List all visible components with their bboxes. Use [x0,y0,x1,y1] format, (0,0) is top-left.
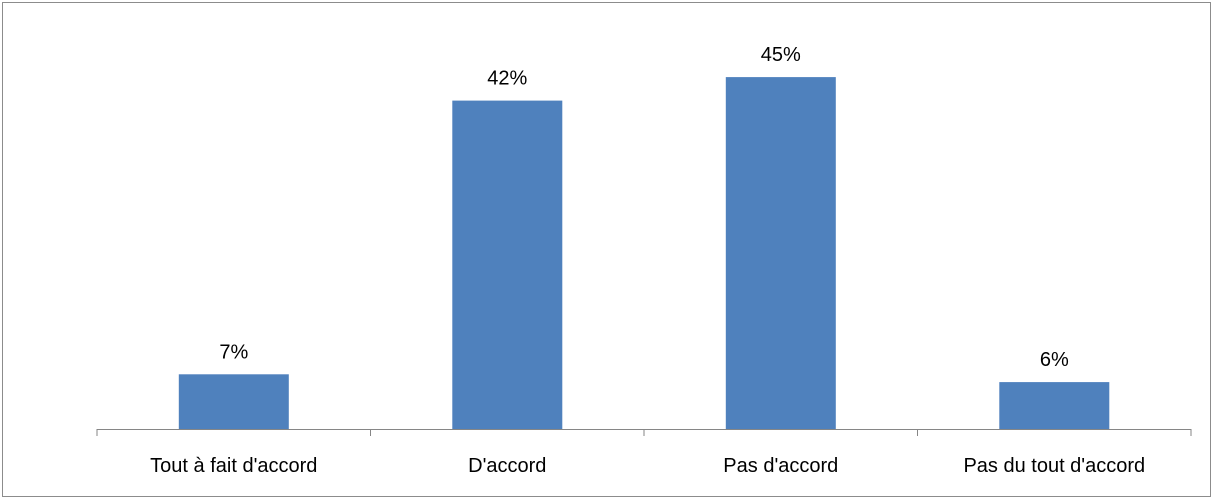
data-label-2: 45% [761,44,801,66]
data-label-1: 42% [487,68,527,90]
data-labels-layer: 7% 42% 45% 6% [219,44,1069,371]
category-label-2: Pas d'accord [723,455,838,477]
bar-1 [452,100,563,429]
data-label-3: 6% [1040,349,1069,371]
category-label-1: D'accord [468,455,546,477]
bar-0 [178,374,289,429]
bar-3 [999,382,1110,429]
category-label-0: Tout à fait d'accord [150,455,317,477]
data-label-0: 7% [219,341,248,363]
bar-2 [725,77,836,429]
x-axis [96,429,1192,436]
category-labels-layer: Tout à fait d'accord D'accord Pas d'accord… [150,455,1145,477]
bars-layer [178,77,1110,429]
category-label-3: Pas du tout d'accord [963,455,1145,477]
